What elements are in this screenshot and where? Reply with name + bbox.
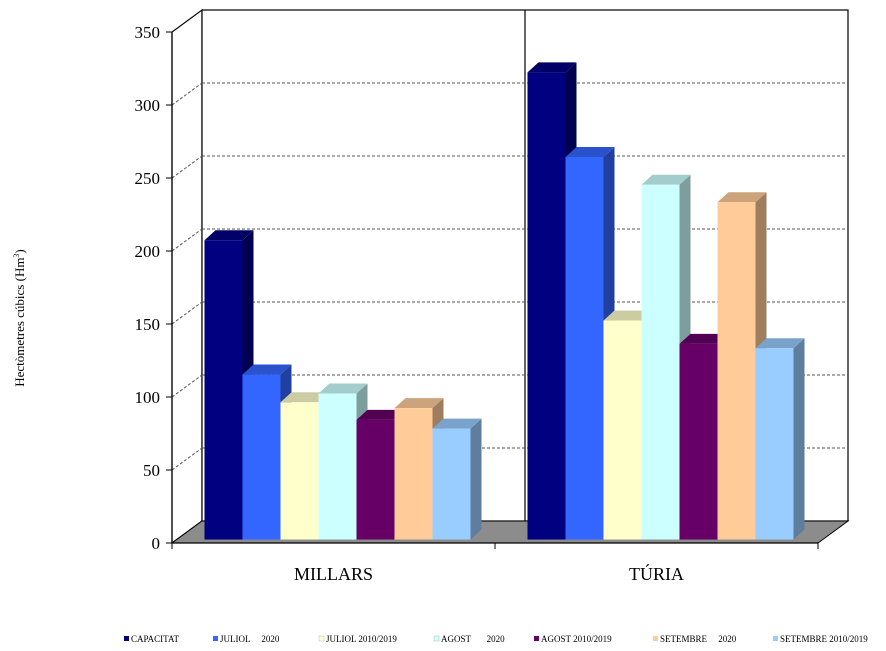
- bar-side: [470, 418, 482, 540]
- y-tick-label: 0: [152, 534, 161, 553]
- gridline-side: [171, 82, 203, 106]
- gridline-side: [171, 447, 203, 471]
- legend-label: CAPACITAT: [131, 634, 179, 644]
- legend-item: CAPACITAT: [124, 634, 179, 644]
- bar-top: [603, 310, 653, 321]
- legend-swatch: [653, 636, 658, 641]
- bar-front: [394, 408, 433, 540]
- gridline-side: [171, 228, 203, 252]
- x-tick-label: MILLARS: [294, 564, 373, 584]
- bar-top: [527, 62, 577, 73]
- bar-front: [527, 72, 566, 540]
- bar-top: [717, 192, 767, 203]
- gridline-side: [171, 374, 203, 398]
- legend-swatch: [318, 635, 325, 642]
- y-tick-label: 100: [135, 388, 161, 407]
- legend-swatch: [534, 636, 539, 641]
- bar-top: [204, 230, 254, 241]
- bar-top: [432, 418, 482, 429]
- bar-front: [432, 428, 471, 540]
- bar-top: [565, 147, 615, 158]
- bar: [717, 192, 767, 540]
- bar-top: [755, 338, 805, 349]
- y-axis-label: Hectòmetres cúbics (Hm3): [12, 249, 27, 387]
- y-tick-label: 50: [143, 461, 160, 480]
- gridline-side: [171, 301, 203, 325]
- y-axis-ticks: 0 50 100 150 200 250 300 350: [135, 23, 172, 553]
- bar-top: [641, 174, 691, 185]
- legend-item: AGOST 2020: [433, 634, 505, 644]
- legend-item: SETEMBRE 2020: [653, 634, 737, 644]
- y-tick-label: 300: [135, 96, 161, 115]
- x-axis-ticks: MILLARS TÚRIA: [294, 563, 684, 584]
- legend-label: AGOST 2020: [441, 634, 505, 644]
- legend-item: JULIOL 2020: [213, 634, 280, 644]
- bar-front: [204, 240, 243, 540]
- bar-front: [603, 320, 642, 540]
- legend-item: JULIOL 2010/2019: [318, 634, 397, 644]
- y-tick-label: 350: [135, 23, 161, 42]
- bar-top: [242, 364, 292, 375]
- bar-side: [793, 338, 805, 540]
- y-tick-label: 150: [135, 315, 161, 334]
- bar-top: [318, 383, 368, 394]
- bar-top: [356, 409, 406, 420]
- bar-front: [641, 184, 680, 540]
- bar-top: [394, 398, 444, 409]
- legend-label: JULIOL 2020: [220, 634, 280, 644]
- legend-item: SETEMBRE 2010/2019: [773, 634, 868, 644]
- bar: [755, 338, 805, 540]
- bar-front: [318, 393, 357, 540]
- bar-front: [356, 419, 395, 540]
- bar-front: [717, 202, 756, 540]
- legend-swatch: [124, 636, 129, 641]
- left-wall: [171, 8, 203, 545]
- legend-label: AGOST 2010/2019: [541, 634, 612, 644]
- bar-top: [679, 333, 729, 344]
- legend: CAPACITAT JULIOL 2020 JULIOL 2010/2019 AGOS…: [124, 634, 868, 644]
- y-tick-label: 250: [135, 169, 161, 188]
- bar-front: [755, 348, 794, 540]
- bars: [204, 62, 805, 540]
- legend-item: AGOST 2010/2019: [534, 634, 612, 644]
- bar-front: [679, 343, 718, 540]
- legend-label: SETEMBRE 2010/2019: [780, 634, 868, 644]
- legend-label: SETEMBRE 2020: [660, 634, 737, 644]
- legend-label: JULIOL 2010/2019: [326, 634, 397, 644]
- y-tick-label: 200: [135, 242, 161, 261]
- bar-front: [280, 402, 319, 540]
- x-tick-label: TÚRIA: [629, 563, 684, 584]
- legend-swatch: [433, 635, 440, 642]
- bar-front: [565, 157, 604, 540]
- legend-swatch: [773, 636, 778, 641]
- bar-top: [280, 392, 330, 403]
- bar: [432, 418, 482, 540]
- gridline-side: [171, 155, 203, 179]
- legend-swatch: [213, 636, 218, 641]
- bar-front: [242, 374, 281, 540]
